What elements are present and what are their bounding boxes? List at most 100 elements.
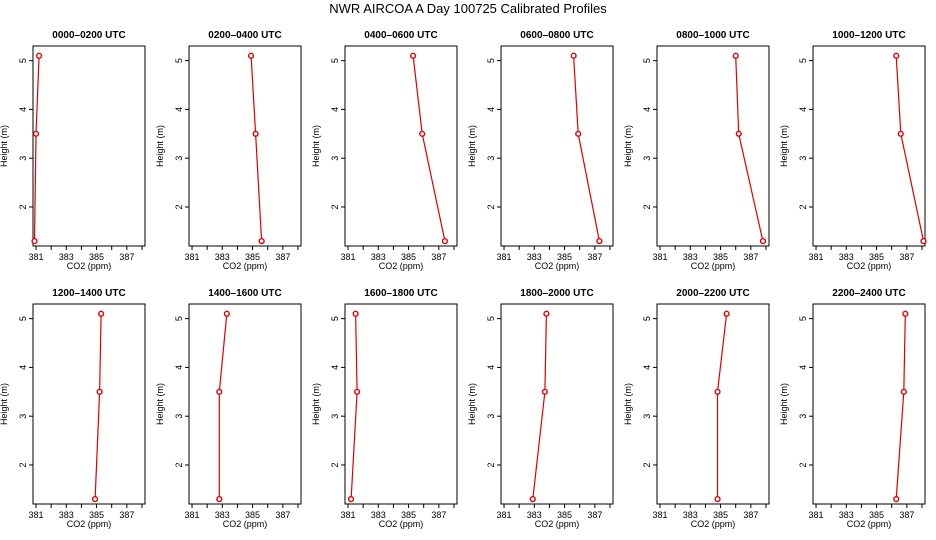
x-tick-label: 383	[215, 252, 230, 262]
x-tick-label: 383	[839, 510, 854, 520]
profile-line	[350, 313, 358, 500]
profile-panel: 0800–1000 UTC 381 383 385 387 2 3 4 5 CO2 (ppm) He…	[623, 30, 770, 271]
profile-point	[223, 310, 230, 317]
y-tick-label: 4	[18, 107, 28, 112]
x-tick-label: 383	[839, 252, 854, 262]
profile-point	[714, 388, 721, 395]
x-tick-label: 387	[431, 510, 446, 520]
x-axis-label: CO2 (ppm)	[691, 261, 736, 271]
profile-point	[596, 238, 603, 245]
y-tick-label: 4	[642, 365, 652, 370]
x-tick-label: 381	[809, 252, 824, 262]
profile-point	[410, 52, 417, 59]
y-tick-label: 5	[642, 316, 652, 321]
plot-frame	[500, 45, 614, 247]
y-axis-label: Height (m)	[467, 125, 477, 167]
x-tick-label: 385	[869, 252, 884, 262]
profile-point	[216, 496, 223, 503]
profile-panel: 1400–1600 UTC 381 383 385 387 2 3 4 5 CO2 (ppm) He…	[155, 288, 302, 529]
panel-title: 2000–2200 UTC	[676, 288, 749, 299]
panel-title: 0000–0200 UTC	[52, 30, 125, 41]
y-tick-label: 4	[798, 365, 808, 370]
profile-line	[412, 55, 446, 242]
x-tick-label: 381	[497, 510, 512, 520]
plot-frame	[656, 45, 770, 247]
y-tick-label: 5	[486, 58, 496, 63]
profile-point	[759, 238, 767, 245]
y-tick-label: 5	[174, 58, 184, 63]
x-axis-label: CO2 (ppm)	[379, 261, 424, 271]
y-tick-label: 2	[486, 462, 496, 467]
y-axis-label: Height (m)	[623, 383, 633, 425]
y-axis-label: Height (m)	[623, 125, 633, 167]
x-tick-label: 381	[29, 252, 44, 262]
y-axis-label: Height (m)	[155, 125, 165, 167]
panel-title: 0600–0800 UTC	[520, 30, 593, 41]
profile-point	[902, 310, 909, 317]
x-axis-label: CO2 (ppm)	[67, 261, 112, 271]
x-tick-label: 381	[497, 252, 512, 262]
y-tick-label: 2	[798, 462, 808, 467]
x-tick-label: 387	[119, 252, 134, 262]
x-tick-label: 383	[59, 252, 74, 262]
x-axis-label: CO2 (ppm)	[847, 519, 892, 529]
y-tick-label: 2	[486, 204, 496, 209]
x-tick-label: 385	[713, 252, 728, 262]
x-tick-label: 387	[743, 252, 758, 262]
profile-panel: 1800–2000 UTC 381 383 385 387 2 3 4 5 CO2 (ppm) He…	[467, 288, 614, 529]
x-tick-label: 387	[743, 510, 758, 520]
profile-point	[723, 310, 730, 317]
y-tick-label: 5	[330, 58, 340, 63]
profile-panel: 0600–0800 UTC 381 383 385 387 2 3 4 5 CO2 (ppm) He…	[467, 30, 614, 271]
x-tick-label: 385	[557, 252, 572, 262]
profile-line	[250, 55, 263, 242]
plot-frame	[188, 45, 302, 247]
x-axis-label: CO2 (ppm)	[379, 519, 424, 529]
x-tick-label: 385	[401, 252, 416, 262]
x-tick-label: 381	[185, 252, 200, 262]
profile-point	[714, 496, 721, 503]
profile-point	[32, 130, 40, 137]
x-tick-label: 385	[401, 510, 416, 520]
x-tick-label: 385	[713, 510, 728, 520]
x-tick-label: 385	[89, 510, 104, 520]
profile-point	[252, 130, 259, 137]
y-tick-label: 3	[798, 414, 808, 419]
profile-point	[541, 388, 548, 395]
x-axis-label: CO2 (ppm)	[67, 519, 112, 529]
x-tick-label: 381	[29, 510, 44, 520]
y-tick-label: 3	[642, 156, 652, 161]
profile-point	[575, 130, 582, 137]
y-tick-label: 2	[18, 204, 28, 209]
x-tick-label: 385	[245, 252, 260, 262]
plot-frame	[812, 45, 926, 247]
y-axis-label: Height (m)	[467, 383, 477, 425]
plot-frame	[344, 303, 458, 505]
profile-panel: 0000–0200 UTC 381 383 385 387 2 3 4 5 CO2 (ppm) He…	[0, 30, 146, 271]
y-tick-label: 4	[486, 107, 496, 112]
profile-point	[893, 496, 900, 503]
profile-point	[732, 52, 739, 59]
x-tick-label: 383	[371, 510, 386, 520]
y-tick-label: 5	[18, 316, 28, 321]
profile-line	[218, 313, 228, 500]
profile-panel: 2000–2200 UTC 381 383 385 387 2 3 4 5 CO2 (ppm) He…	[623, 288, 770, 529]
x-axis-label: CO2 (ppm)	[223, 261, 268, 271]
panel-title: 0200–0400 UTC	[208, 30, 281, 41]
profile-panel: 0400–0600 UTC 381 383 385 387 2 3 4 5 CO2 (ppm) He…	[311, 30, 458, 271]
y-tick-label: 4	[330, 365, 340, 370]
y-tick-label: 4	[174, 107, 184, 112]
panel-title: 2200–2400 UTC	[832, 288, 905, 299]
y-tick-label: 5	[486, 316, 496, 321]
page-title: NWR AIRCOA A Day 100725 Calibrated Profi…	[329, 1, 607, 16]
x-axis-label: CO2 (ppm)	[535, 261, 580, 271]
y-axis-label: Height (m)	[311, 383, 321, 425]
profile-line	[532, 313, 547, 500]
plot-frame	[188, 303, 302, 505]
y-tick-label: 2	[330, 462, 340, 467]
x-tick-label: 381	[341, 252, 356, 262]
profile-point	[216, 388, 223, 395]
y-tick-label: 5	[174, 316, 184, 321]
x-tick-label: 383	[59, 510, 74, 520]
